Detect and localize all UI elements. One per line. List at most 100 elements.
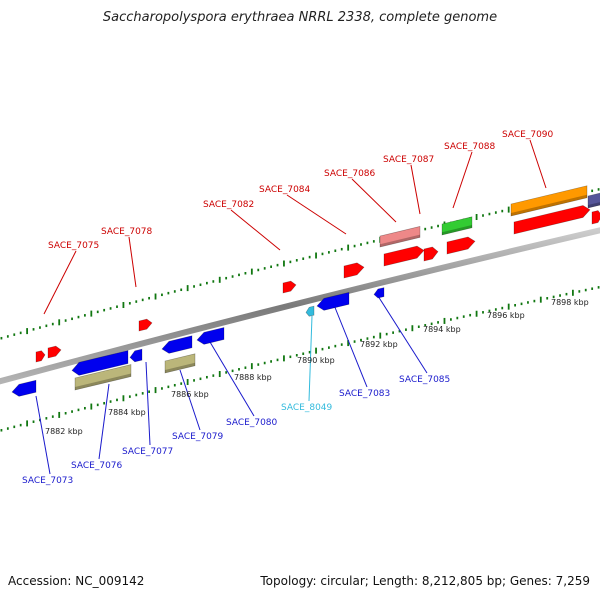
- tick-mark: [64, 319, 67, 322]
- tick-mark: [173, 290, 176, 293]
- tick-mark: [51, 415, 54, 418]
- map-title: Saccharopolyspora erythraea NRRL 2338, c…: [102, 10, 498, 25]
- tick-mark: [488, 309, 491, 313]
- tick-mark: [257, 363, 260, 366]
- tick-mark: [501, 306, 504, 310]
- tick-mark: [58, 411, 61, 418]
- tick-mark: [122, 395, 125, 402]
- tick-mark: [494, 211, 497, 214]
- tick-mark: [64, 412, 67, 415]
- tick-mark: [289, 260, 292, 264]
- tick-mark: [39, 326, 41, 329]
- tick-mark: [193, 379, 195, 382]
- tick-mark: [58, 319, 61, 326]
- tick-mark: [109, 400, 112, 403]
- tick-mark: [520, 302, 523, 306]
- tick-mark: [276, 263, 279, 267]
- tick-mark: [250, 363, 253, 370]
- tick-mark: [199, 283, 202, 287]
- tick-mark: [424, 324, 427, 327]
- gene-label: SACE_7076: [71, 461, 123, 471]
- leader-line: [98, 383, 110, 460]
- tick-mark: [238, 273, 240, 277]
- gene-label: SACE_7077: [122, 447, 173, 457]
- gene-label: SACE_7085: [399, 375, 450, 385]
- gene-label: SACE_7079: [172, 432, 224, 442]
- tick-mark: [205, 281, 208, 285]
- tick-mark: [507, 303, 510, 310]
- tick-mark: [83, 314, 86, 317]
- tick-mark: [109, 307, 112, 310]
- tick-mark: [103, 308, 106, 312]
- accession-label: Accession: NC_009142: [8, 574, 145, 588]
- tick-mark: [539, 296, 542, 303]
- khaki-gene: [164, 353, 196, 374]
- tick-mark: [13, 425, 16, 429]
- tick-mark: [167, 291, 170, 295]
- tick-mark: [417, 325, 420, 329]
- fwd-gene: [343, 262, 365, 279]
- rev-gene: [161, 335, 193, 354]
- tick-mark: [514, 304, 517, 307]
- orange-gene-shade: [511, 194, 587, 216]
- rev-gene: [11, 379, 37, 397]
- tick-mark: [527, 301, 529, 304]
- tick-mark: [199, 377, 202, 381]
- position-label: 7898 kbp: [551, 298, 589, 307]
- tick-mark: [340, 247, 343, 251]
- leader-line: [35, 395, 51, 475]
- leader-line: [230, 209, 281, 251]
- tick-mark: [334, 249, 337, 253]
- position-label: 7886 kbp: [171, 390, 209, 399]
- tick-mark: [154, 293, 157, 300]
- tick-mark: [308, 350, 311, 354]
- tick-mark: [334, 344, 337, 348]
- tick-mark: [430, 226, 433, 229]
- gene-label: SACE_7086: [324, 169, 376, 179]
- tick-mark: [212, 280, 215, 283]
- tick-mark: [482, 311, 484, 314]
- tick-mark: [161, 293, 163, 297]
- tick-mark: [507, 206, 510, 213]
- tick-mark: [360, 243, 362, 246]
- fwd-gene: [513, 205, 591, 235]
- tick-mark: [83, 406, 86, 410]
- tick-mark: [366, 337, 369, 340]
- tick-mark: [482, 214, 484, 217]
- tick-mark: [13, 333, 16, 336]
- tick-mark: [77, 408, 80, 412]
- tick-mark: [475, 310, 478, 317]
- fwd-gene: [138, 318, 153, 332]
- tick-mark: [270, 265, 273, 268]
- tick-mark: [411, 325, 414, 332]
- tick-mark: [584, 288, 587, 292]
- tick-mark: [250, 268, 253, 275]
- tick-mark: [141, 298, 144, 302]
- leader-line: [179, 369, 201, 431]
- tick-mark: [128, 395, 131, 398]
- tick-mark: [571, 289, 574, 296]
- tick-mark: [430, 322, 433, 326]
- tick-mark: [135, 300, 138, 303]
- tick-mark: [475, 214, 478, 221]
- tick-mark: [295, 354, 298, 357]
- green-gene-shade: [442, 225, 472, 235]
- tick-mark: [263, 267, 266, 270]
- tick-mark: [19, 331, 22, 335]
- tick-mark: [443, 317, 446, 324]
- tick-mark: [552, 295, 555, 299]
- leader-line: [308, 315, 313, 402]
- gene-label: SACE_7088: [444, 142, 496, 152]
- tick-mark: [302, 352, 305, 355]
- position-label: 7896 kbp: [487, 311, 525, 320]
- leader-line: [209, 341, 255, 417]
- tick-mark: [6, 335, 9, 338]
- tick-mark: [302, 257, 305, 260]
- tick-mark: [180, 382, 183, 385]
- tick-mark: [173, 383, 176, 387]
- fwd-gene: [282, 280, 297, 294]
- tick-mark: [437, 224, 439, 228]
- tick-mark: [392, 331, 395, 334]
- tick-mark: [321, 252, 324, 256]
